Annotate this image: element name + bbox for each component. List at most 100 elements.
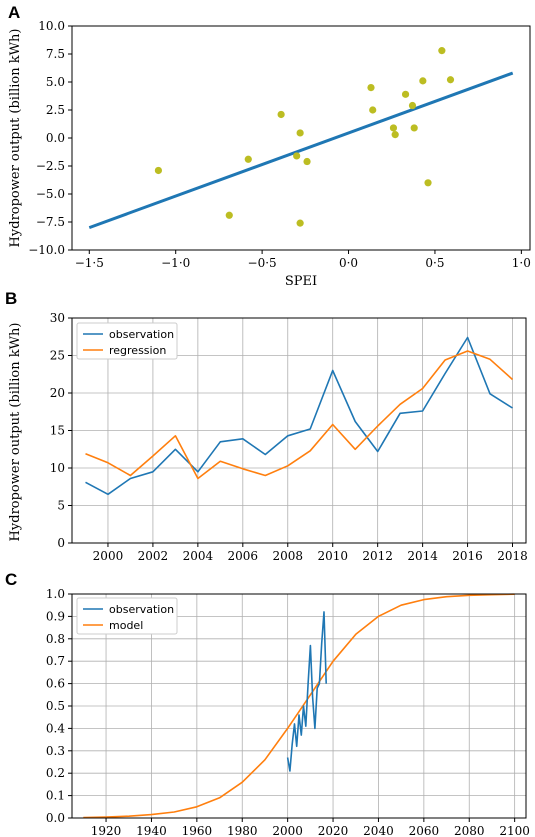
a-xtick-label: −0·5: [248, 256, 277, 270]
b-xtick-label: 2006: [228, 549, 259, 563]
c-ytick-label: 1.0: [46, 587, 65, 601]
panel-a-xlabel: SPEI: [285, 274, 317, 289]
panel-c-legend: observation model: [76, 597, 178, 635]
panel-a-data-point: [391, 131, 399, 139]
panel-a-data-point: [303, 157, 311, 166]
c-ytick-label: 0.0: [46, 811, 65, 825]
panel-b-series-regression: [85, 350, 514, 480]
b-ytick-label: 5: [57, 499, 65, 513]
panel-c-series-model: [83, 593, 515, 819]
c-ytick-label: 0.2: [46, 766, 65, 780]
panel-a-data-point: [154, 166, 163, 175]
panel-c-line-chart: C 1920 1940 1960 1980 2000 2020 2040 2060 2080 21…: [5, 570, 530, 837]
c-ytick-label: 0.3: [46, 744, 65, 758]
panel-c-legend-observation: observation: [109, 603, 174, 616]
b-ytick-label: 15: [50, 424, 65, 438]
panel-b-legend-regression: regression: [109, 344, 166, 357]
c-ytick-label: 0.5: [46, 699, 65, 713]
panel-a-marks: [88, 47, 514, 230]
panel-a-fit-line: [88, 71, 514, 230]
panel-a-data-point: [293, 152, 301, 160]
c-ytick-label: 0.8: [46, 632, 65, 646]
b-ytick-label: 25: [50, 349, 65, 363]
b-xtick-label: 2008: [272, 549, 303, 563]
c-ytick-label: 0.1: [46, 789, 65, 803]
c-xtick-label: 2000: [272, 824, 303, 837]
a-ytick-label: 2.5: [46, 103, 65, 117]
panel-a-data-point: [244, 155, 252, 163]
panel-c-ticks: 1920 1940 1960 1980 2000 2020 2040 2060 2080 2100…: [46, 587, 530, 837]
panel-a-data-point: [401, 90, 410, 98]
c-xtick-label: 2040: [363, 824, 394, 837]
c-xtick-label: 1980: [227, 824, 258, 837]
b-ytick-label: 0: [57, 536, 65, 550]
panel-a-ylabel: Hydropower output (billion kWh): [8, 29, 23, 248]
panel-a-data-point: [367, 84, 375, 92]
c-ytick-label: 0.7: [46, 654, 65, 668]
panel-a-data-point: [225, 211, 233, 219]
a-xtick-label: 0·5: [425, 256, 444, 270]
panel-c-series-observation: [286, 611, 327, 772]
a-ytick-label: 7.5: [46, 47, 65, 61]
a-ytick-label: −7.5: [36, 215, 65, 229]
a-xtick-label: 0·0: [339, 256, 358, 270]
c-xtick-label: 2020: [318, 824, 349, 837]
a-ytick-label: −5.0: [36, 187, 65, 201]
panel-a-data-point: [419, 77, 427, 85]
c-xtick-label: 1940: [136, 824, 167, 837]
c-xtick-label: 2060: [409, 824, 440, 837]
panel-a-data-point: [446, 76, 455, 84]
panel-a-data-point: [296, 129, 304, 137]
panel-a-ticks: −1·5 −1·0 −0·5 0·0 0·5 1·0 −10.0 −7.5 −5.0 −2.5 0.…: [28, 19, 531, 270]
panel-a-label: A: [8, 3, 20, 22]
b-xtick-label: 2014: [407, 549, 438, 563]
panel-b-series-observation: [85, 336, 513, 496]
panel-a-data-point: [410, 124, 418, 132]
panel-a-data-point: [296, 219, 304, 227]
a-xtick-label: −1·0: [161, 256, 190, 270]
b-xtick-label: 2000: [93, 549, 124, 563]
panel-a-scatter: A −1·5 −1·0 −0·5 0·0 0·5 1·0 −10.0 −7.5 −5.0 −2.5…: [8, 3, 531, 289]
b-xtick-label: 2012: [362, 549, 393, 563]
b-ytick-label: 30: [50, 311, 65, 325]
b-xtick-label: 2010: [317, 549, 348, 563]
c-xtick-label: 1960: [182, 824, 213, 837]
a-xtick-label: 1·0: [512, 256, 531, 270]
panel-b-marks: [85, 336, 514, 496]
b-xtick-label: 2004: [183, 549, 214, 563]
b-xtick-label: 2018: [497, 549, 528, 563]
a-xtick-label: −1·5: [75, 256, 104, 270]
panel-c-marks: [83, 593, 515, 819]
b-xtick-label: 2002: [138, 549, 169, 563]
c-xtick-label: 2100: [499, 824, 530, 837]
b-xtick-label: 2016: [452, 549, 483, 563]
panel-b-label: B: [5, 289, 17, 308]
panel-b-ticks: 2000 2002 2004 2006 2008 2010 2012 2014 2016 2018…: [50, 311, 528, 563]
panel-a-data-point: [369, 106, 377, 114]
panel-b-ylabel: Hydropower output (billion kWh): [8, 323, 23, 542]
c-xtick-label: 1920: [91, 824, 122, 837]
panel-a-data-point: [438, 47, 446, 55]
panel-b-line-chart: B 2000 2002 2004 2006 2008 2010 2012 2014 2016 20…: [5, 289, 528, 563]
panel-b-legend-observation: observation: [109, 328, 174, 341]
panel-a-data-point: [277, 110, 285, 119]
panel-c-label: C: [5, 570, 17, 589]
panel-b-legend: observation regression: [76, 322, 178, 360]
c-xtick-label: 2080: [454, 824, 485, 837]
c-ytick-label: 0.4: [46, 721, 65, 735]
a-ytick-label: −10.0: [28, 243, 65, 257]
a-ytick-label: −2.5: [36, 159, 65, 173]
c-ytick-label: 0.9: [46, 609, 65, 623]
b-ytick-label: 20: [50, 386, 65, 400]
panel-a-axes-frame: [71, 25, 531, 251]
a-ytick-label: 5.0: [46, 75, 65, 89]
b-ytick-label: 10: [50, 461, 65, 475]
panel-a-data-point: [424, 179, 432, 187]
a-ytick-label: 0.0: [46, 131, 65, 145]
panel-a-data-point: [408, 101, 417, 110]
a-ytick-label: 10.0: [38, 19, 65, 33]
panel-c-legend-model: model: [109, 619, 143, 632]
c-ytick-label: 0.6: [46, 677, 65, 691]
panel-a-data-point: [389, 124, 398, 132]
